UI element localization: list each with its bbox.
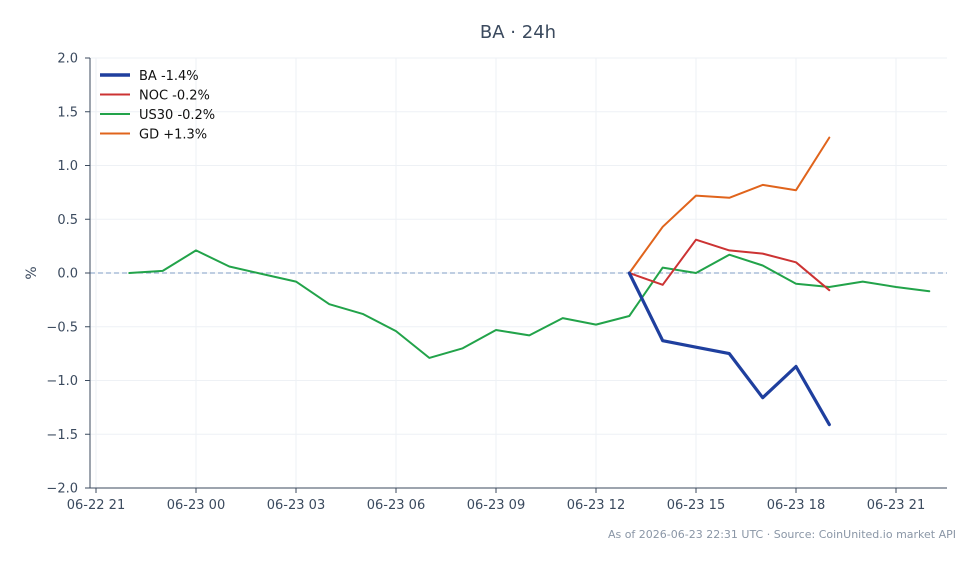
series-line-noc [628, 238, 831, 292]
legend-label-noc: NOC -0.2% [139, 89, 210, 104]
series-line-us30 [128, 249, 931, 359]
y-tick-label: −0.5 [46, 320, 78, 335]
x-tick-label: 06-23 00 [167, 498, 225, 513]
x-tick-label: 06-23 09 [467, 498, 525, 513]
legend: BA -1.4% NOC -0.2% US30 -0.2% GD +1.3% [100, 69, 215, 143]
y-tick-label: 2.0 [57, 52, 78, 67]
legend-label-gd: GD +1.3% [139, 128, 207, 143]
x-axis-ticks: 06-22 21 06-23 00 06-23 03 06-23 06 06-23 09… [67, 488, 925, 513]
y-tick-label: −2.0 [46, 482, 78, 497]
legend-label-us30: US30 -0.2% [139, 108, 215, 123]
chart-title: BA · 24h [480, 22, 556, 43]
y-axis-label: % [24, 266, 40, 279]
x-tick-label: 06-23 15 [667, 498, 725, 513]
x-tick-label: 06-23 12 [567, 498, 625, 513]
y-tick-label: −1.5 [46, 428, 78, 443]
legend-label-ba: BA -1.4% [139, 69, 199, 84]
x-tick-label: 06-23 21 [867, 498, 925, 513]
y-tick-label: −1.0 [46, 374, 78, 389]
footer-source: As of 2026-06-23 22:31 UTC · Source: Coi… [608, 528, 956, 541]
series-line-ba [627, 271, 831, 427]
y-axis-ticks: 2.0 1.5 1.0 0.5 0.0 −0.5 −1.0 −1.5 −2.0 [46, 52, 90, 497]
series-line-gd [628, 136, 831, 274]
x-tick-label: 06-22 21 [67, 498, 125, 513]
y-tick-label: 0.0 [57, 267, 78, 282]
y-tick-label: 1.0 [57, 159, 78, 174]
y-tick-label: 0.5 [57, 213, 78, 228]
x-tick-label: 06-23 06 [367, 498, 425, 513]
series-layer [128, 136, 931, 427]
x-tick-label: 06-23 18 [767, 498, 825, 513]
x-tick-label: 06-23 03 [267, 498, 325, 513]
y-tick-label: 1.5 [57, 105, 78, 120]
